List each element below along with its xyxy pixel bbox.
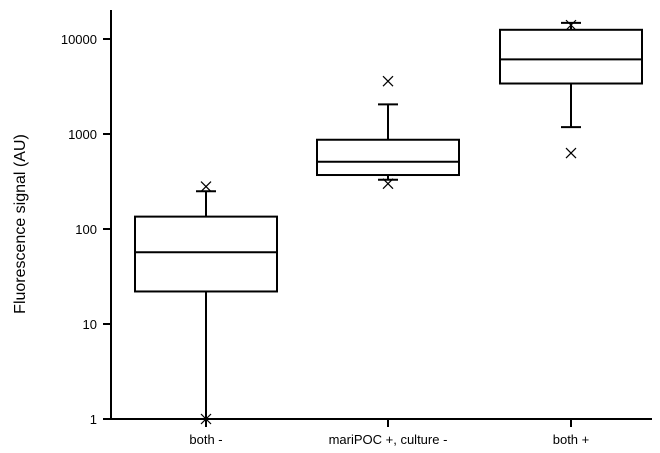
box-3	[499, 19, 643, 159]
box-2	[316, 75, 460, 190]
y-tick-label: 10000	[61, 32, 97, 47]
y-tick-label: 1000	[68, 127, 97, 142]
interquartile-box	[499, 28, 643, 85]
interquartile-box	[134, 215, 278, 293]
outlier-marker	[565, 19, 577, 31]
outlier-marker	[382, 75, 394, 87]
y-tick-label: 10	[83, 317, 97, 332]
outlier-marker	[382, 178, 394, 190]
y-ticks: 1 10 100 1000 10000	[61, 32, 111, 427]
x-tick-label: mariPOC +, culture -	[329, 432, 448, 447]
x-tick-label: both +	[553, 432, 590, 447]
y-axis-label: Fluorescence signal (AU)	[12, 134, 29, 314]
x-ticks: both - mariPOC +, culture - both +	[189, 419, 589, 447]
y-tick-label: 1	[90, 412, 97, 427]
x-tick-label: both -	[189, 432, 222, 447]
outlier-marker	[565, 147, 577, 159]
box-1	[134, 181, 278, 425]
y-tick-label: 100	[75, 222, 97, 237]
interquartile-box	[316, 138, 460, 177]
outlier-marker	[200, 181, 212, 192]
boxes	[134, 19, 643, 425]
outlier-marker	[200, 413, 212, 425]
